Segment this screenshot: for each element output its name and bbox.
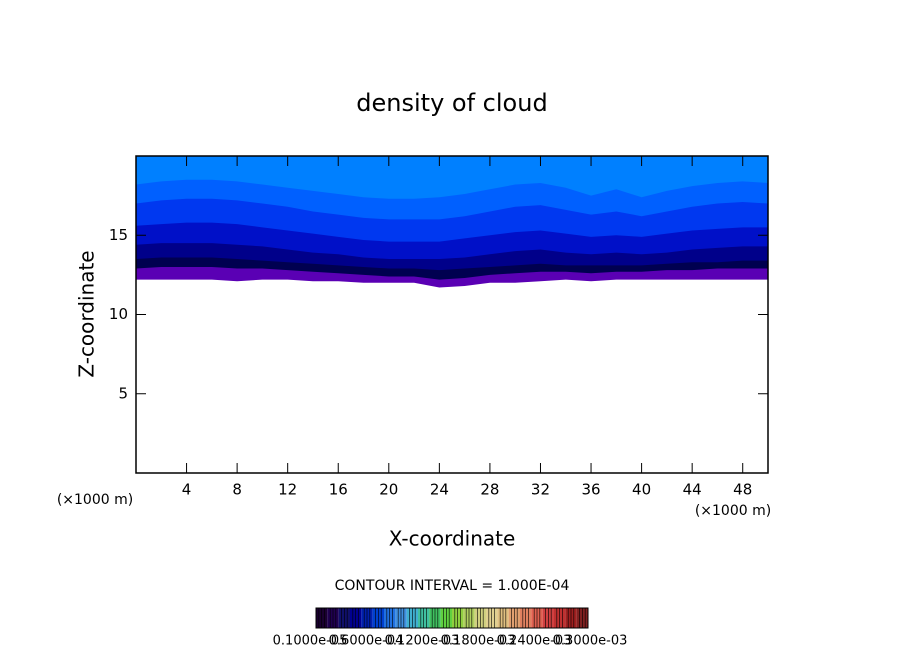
y-axis-label: Z-coordinate [75,250,99,377]
x-tick-label: 40 [632,481,651,499]
x-tick-label: 12 [278,481,297,499]
y-tick-label: 15 [109,226,128,244]
colorbar-label: 0.1800e-03 [441,634,516,649]
contour-interval: CONTOUR INTERVAL = 1.000E-04 [335,578,570,594]
x-tick-label: 44 [683,481,702,499]
x-tick-label: 24 [430,481,449,499]
colorbar-frame [315,607,589,629]
x-tick-label: 8 [232,481,242,499]
x-tick-label: 16 [329,481,348,499]
x-unit-label: (×1000 m) [695,503,771,519]
colorbar-label: 0.3000e-03 [553,634,628,649]
x-tick-label: 36 [581,481,600,499]
x-tick-label: 20 [379,481,398,499]
colorbar-label: 0.2400e-03 [497,634,572,649]
x-tick-label: 48 [733,481,752,499]
colorbar-label: 0.1200e-03 [385,634,460,649]
x-tick-label: 4 [182,481,192,499]
x-tick-label: 32 [531,481,550,499]
y-tick-label: 10 [109,305,128,323]
y-tick-label: 5 [118,384,128,402]
cloud-base [136,279,768,473]
x-unit-label: (×1000 m) [57,492,133,508]
x-axis-label: X-coordinate [389,527,516,551]
colorbar-label: 0.6000e-04 [329,634,404,649]
colorbar-label: 0.1000e-05 [273,634,348,649]
x-tick-label: 28 [480,481,499,499]
chart-title: density of cloud [356,89,547,117]
